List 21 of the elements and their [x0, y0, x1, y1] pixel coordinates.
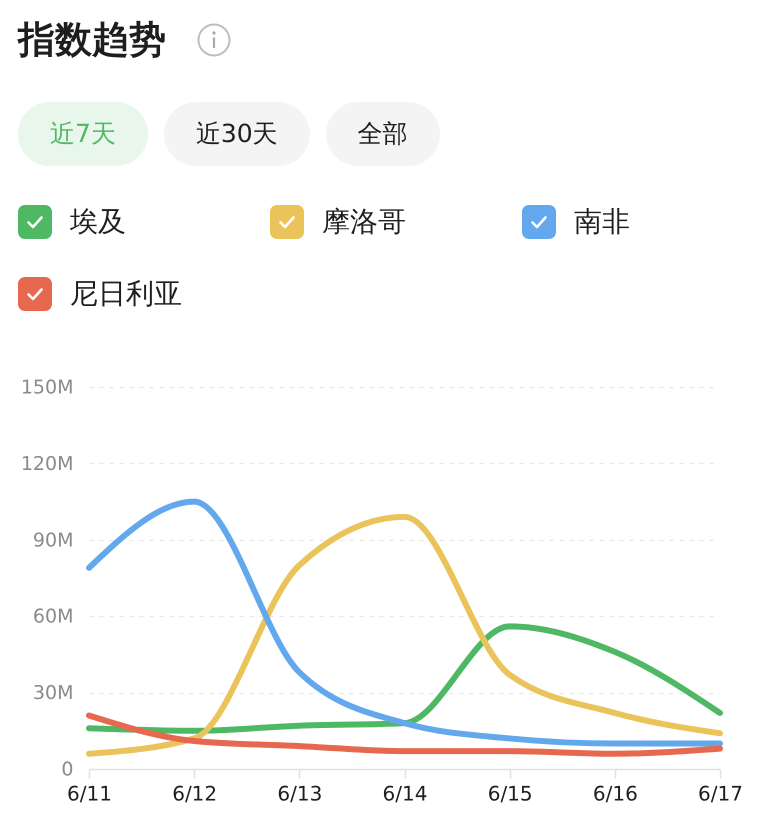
y-tick-label: 30M: [32, 682, 74, 704]
text: 全部: [326, 102, 440, 166]
x-tick-label: 6/16: [592, 782, 638, 806]
legend-label: 埃及: [70, 205, 126, 239]
x-tick-label: 6/11: [67, 782, 112, 806]
legend-label: 摩洛哥: [322, 205, 406, 239]
text: 近7天: [18, 102, 148, 166]
y-tick-label: 0: [61, 758, 74, 780]
chart-title: 指数趋势: [18, 18, 166, 61]
x-tick-label: 6/17: [698, 782, 743, 806]
y-tick-label: 150M: [20, 376, 74, 398]
y-tick-label: 90M: [32, 529, 74, 552]
y-tick-label: 120M: [20, 452, 74, 475]
x-tick-label: 6/14: [382, 782, 428, 806]
legend-label: 尼日利亚: [70, 277, 182, 311]
text: 近30天: [164, 102, 310, 166]
y-tick-label: 60M: [32, 606, 74, 628]
x-tick-label: 6/12: [172, 782, 218, 806]
x-tick-label: 6/15: [488, 782, 533, 806]
x-tick-label: 6/13: [277, 782, 322, 806]
legend-label: 南非: [574, 205, 630, 239]
